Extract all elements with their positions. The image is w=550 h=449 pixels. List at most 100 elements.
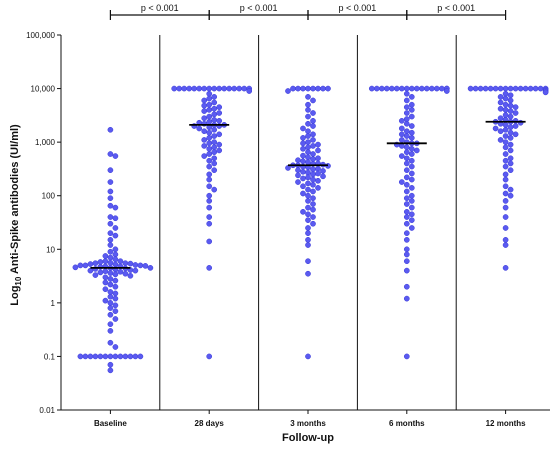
data-point bbox=[310, 201, 316, 207]
data-point bbox=[206, 220, 213, 227]
data-point bbox=[221, 85, 228, 92]
data-point bbox=[507, 124, 514, 131]
data-point bbox=[300, 135, 306, 141]
data-point bbox=[107, 230, 114, 237]
data-point bbox=[295, 167, 301, 174]
data-point bbox=[403, 230, 410, 237]
y-axis-title-rest: Anti-Spike antibodies (UI/ml) bbox=[9, 124, 21, 277]
data-point bbox=[206, 135, 213, 141]
x-tick-label: 6 months bbox=[389, 419, 425, 428]
data-point bbox=[107, 353, 114, 360]
data-point bbox=[300, 152, 306, 159]
data-point bbox=[310, 110, 316, 116]
x-axis-title: Follow-up bbox=[282, 432, 334, 444]
data-point bbox=[403, 267, 410, 274]
data-point bbox=[127, 260, 134, 267]
data-point bbox=[502, 176, 509, 183]
data-point bbox=[408, 157, 415, 164]
data-point bbox=[117, 258, 124, 265]
y-tick-label: 1 bbox=[51, 299, 56, 308]
data-point bbox=[112, 308, 119, 315]
data-point bbox=[305, 128, 311, 135]
data-point bbox=[502, 107, 509, 113]
data-point bbox=[393, 85, 400, 92]
data-point bbox=[211, 167, 218, 174]
data-point bbox=[295, 85, 301, 92]
data-point bbox=[206, 107, 213, 113]
data-point bbox=[117, 353, 124, 360]
data-point bbox=[112, 290, 119, 297]
data-point bbox=[305, 225, 311, 231]
data-point bbox=[502, 139, 509, 145]
data-point bbox=[201, 137, 208, 143]
data-point bbox=[502, 85, 509, 92]
data-point bbox=[112, 295, 119, 302]
data-point bbox=[300, 190, 306, 197]
data-point bbox=[368, 85, 375, 92]
data-point bbox=[72, 264, 79, 271]
data-point bbox=[310, 166, 316, 173]
data-point bbox=[107, 311, 114, 318]
data-point bbox=[206, 192, 213, 199]
data-point bbox=[107, 361, 114, 368]
data-point bbox=[403, 214, 410, 220]
data-point bbox=[206, 140, 213, 147]
data-point bbox=[191, 85, 198, 92]
data-point bbox=[320, 168, 326, 174]
data-point bbox=[206, 171, 213, 178]
data-point bbox=[305, 230, 311, 237]
data-point bbox=[502, 157, 509, 164]
data-point bbox=[502, 171, 509, 178]
data-point bbox=[398, 117, 405, 124]
data-point bbox=[201, 85, 208, 92]
data-point bbox=[127, 272, 134, 279]
data-point bbox=[398, 131, 405, 138]
data-point bbox=[305, 169, 311, 176]
data-point bbox=[107, 179, 114, 185]
data-point bbox=[512, 104, 519, 110]
data-point bbox=[512, 131, 519, 138]
data-point bbox=[408, 176, 415, 183]
data-point bbox=[206, 101, 213, 108]
data-point bbox=[112, 246, 119, 253]
data-point bbox=[507, 97, 514, 104]
data-point bbox=[403, 120, 410, 127]
data-point bbox=[112, 283, 119, 290]
data-point bbox=[300, 175, 306, 182]
data-point bbox=[196, 125, 203, 132]
data-point bbox=[107, 300, 114, 306]
data-point bbox=[438, 85, 445, 92]
data-point bbox=[502, 133, 509, 139]
y-tick-label: 100 bbox=[42, 192, 56, 201]
data-point bbox=[147, 265, 154, 271]
data-point bbox=[107, 270, 114, 276]
data-point bbox=[107, 339, 114, 346]
data-point bbox=[206, 198, 213, 204]
data-point bbox=[216, 117, 223, 124]
data-point bbox=[112, 204, 119, 211]
data-point bbox=[403, 295, 410, 302]
data-point bbox=[403, 174, 410, 181]
data-point bbox=[102, 274, 109, 281]
data-point bbox=[403, 220, 410, 227]
data-point bbox=[305, 85, 311, 92]
data-point bbox=[403, 144, 410, 151]
significance-label: p < 0.001 bbox=[141, 3, 179, 13]
data-point bbox=[310, 131, 316, 138]
data-point bbox=[408, 151, 415, 157]
data-point bbox=[206, 157, 213, 164]
data-point bbox=[305, 237, 311, 243]
data-point bbox=[112, 153, 119, 159]
data-point bbox=[408, 85, 415, 92]
data-point bbox=[171, 85, 178, 92]
data-point bbox=[206, 113, 213, 120]
data-point bbox=[77, 262, 84, 269]
data-point bbox=[408, 198, 415, 204]
data-point bbox=[305, 258, 311, 265]
data-point bbox=[310, 195, 316, 202]
data-point bbox=[285, 88, 291, 94]
data-point bbox=[310, 220, 316, 227]
data-point bbox=[206, 85, 213, 92]
data-point bbox=[403, 160, 410, 167]
data-point bbox=[403, 201, 410, 207]
